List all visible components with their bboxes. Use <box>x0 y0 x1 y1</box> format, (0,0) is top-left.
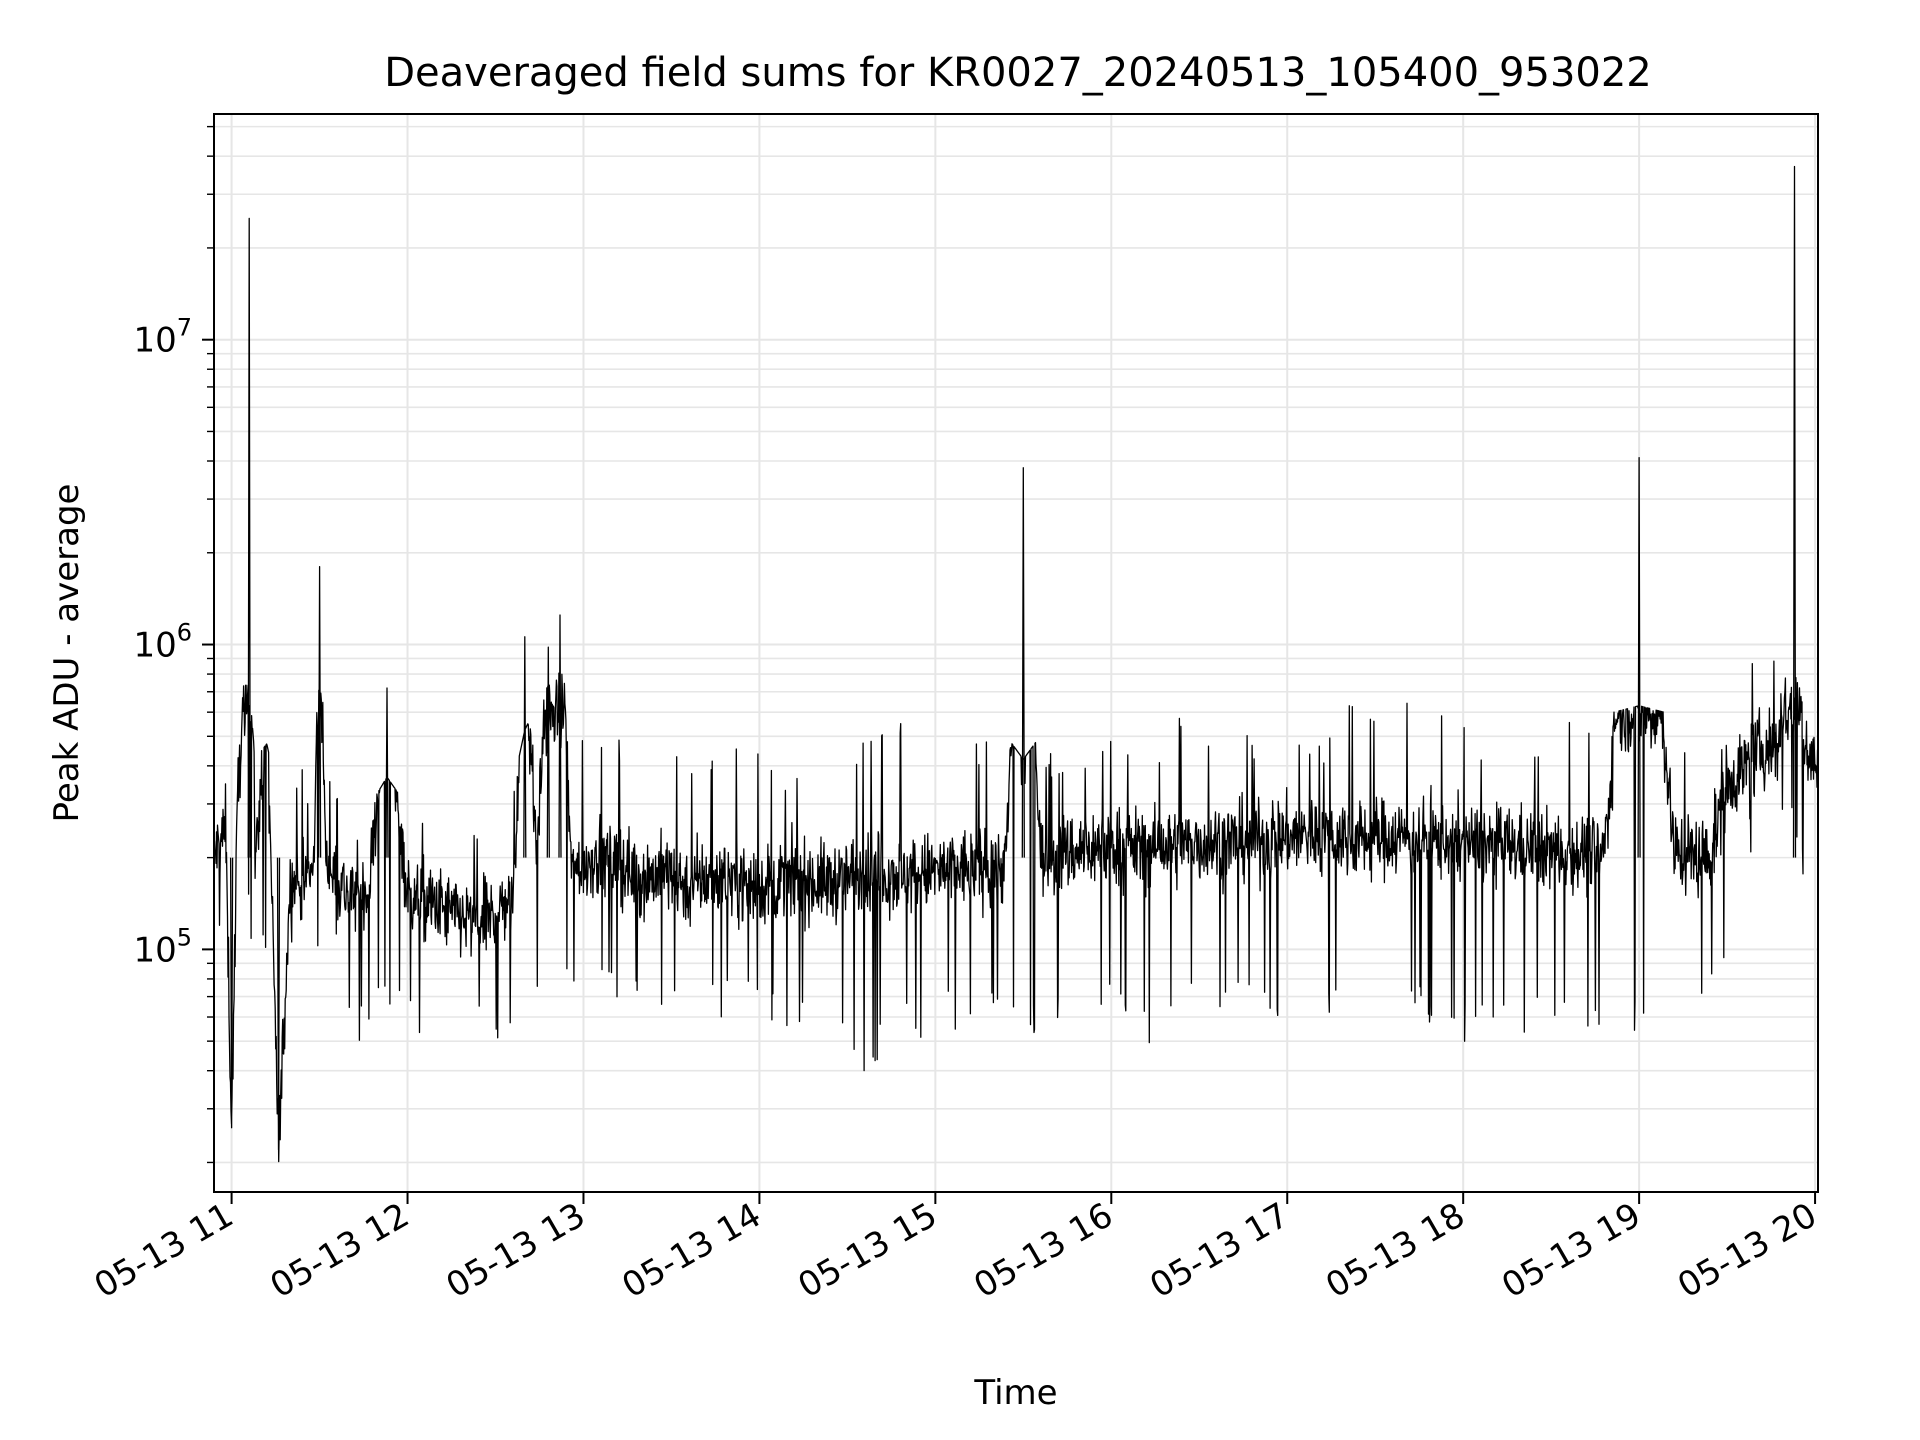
y-tick-label-base: 10 <box>133 321 176 361</box>
plot-frame <box>213 113 1819 1193</box>
chart-title: Deaveraged field sums for KR0027_2024051… <box>384 50 1652 96</box>
x-axis-label: Time <box>973 1373 1057 1413</box>
y-tick-label-exponent: 7 <box>177 314 192 342</box>
grid-lines <box>214 114 1818 1192</box>
y-tick-label-base: 10 <box>133 626 176 666</box>
y-tick-label-exponent: 6 <box>177 619 192 647</box>
y-tick-label-exponent: 5 <box>177 923 192 951</box>
y-tick-label: 106 <box>133 619 192 666</box>
y-tick-label: 107 <box>133 314 192 361</box>
y-axis-label: Peak ADU - average <box>47 484 87 823</box>
data-series-line <box>213 165 1819 1163</box>
series-line-path <box>213 165 1819 1163</box>
y-tick-label: 105 <box>133 923 192 970</box>
y-tick-label-base: 10 <box>133 930 176 970</box>
